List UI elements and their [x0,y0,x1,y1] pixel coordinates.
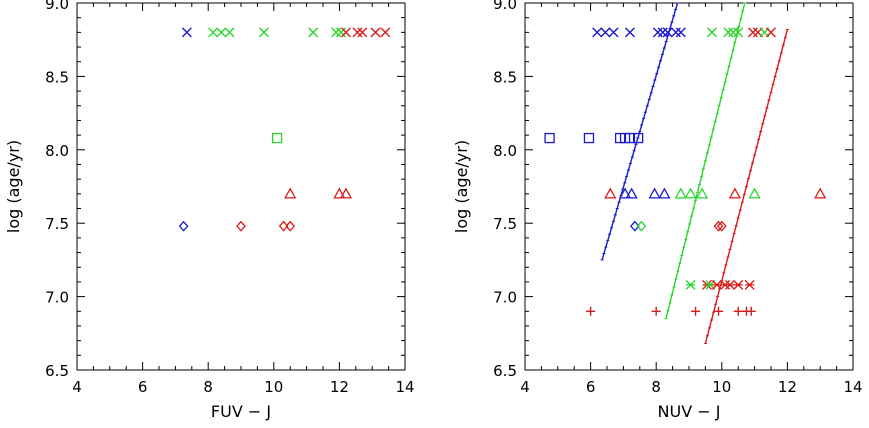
x-tick-label: 4 [520,378,530,396]
data-point-square [624,132,636,144]
data-point-x [728,27,739,38]
data-point-diamond [278,220,289,232]
data-point-x [723,27,734,38]
data-point-triangle [284,187,297,199]
data-point-asterisk [711,279,722,290]
data-point-x [706,27,717,38]
data-point-triangle [684,187,697,199]
data-point-x [352,27,363,38]
data-point-plus [651,306,661,316]
data-point-triangle [625,187,638,199]
data-point-square [271,132,283,144]
data-point-triangle [658,187,671,199]
y-tick-label: 7.0 [493,289,517,307]
x-tick-label: 4 [72,378,82,396]
x-tick-label: 6 [138,378,148,396]
nuv-panel: 4 6 8 10 12 14 6.5 7.0 7.5 8.0 8.5 9.0 NUV − J log (a… [452,0,863,421]
data-point-plus [733,306,743,316]
data-point-triangle [696,187,709,199]
data-point-triangle [618,187,632,199]
data-point-triangle [333,187,346,199]
data-point-x [331,27,342,38]
data-point-triangle [674,187,687,199]
data-point-x [608,27,619,38]
data-point-triangle [604,187,617,199]
data-point-x [340,27,351,38]
x-tick-label: 8 [203,378,213,396]
data-point-asterisk [685,279,696,290]
data-point-x [670,27,681,38]
data-point-x [592,27,603,38]
y-tick-label: 7.5 [45,215,69,233]
x-axis-label: FUV − J [211,402,271,421]
data-point-x [224,27,235,38]
data-point-asterisk [725,279,735,290]
data-point-diamond [630,220,640,232]
data-point-triangle [814,187,827,199]
data-point-triangle [728,187,742,199]
plot-frame [76,2,406,371]
x-tick-label: 8 [651,378,661,396]
y-tick-label: 8.5 [493,68,517,86]
x-tick-label: 14 [395,378,414,396]
data-point-square [633,132,644,144]
y-axis-label: log (age/yr) [452,140,471,233]
data-point-square [583,132,595,144]
y-tick-label: 7.5 [493,215,517,233]
data-point-triangle [339,187,353,199]
data-point-diamond [178,220,189,232]
data-point-x [336,27,347,38]
data-point-x [208,27,219,38]
y-tick-label: 6.5 [493,362,517,380]
data-point-x [652,27,663,38]
data-point-x [380,27,391,38]
data-point-plus [714,306,724,316]
data-point-x [370,27,381,38]
y-tick-label: 9.0 [45,0,69,13]
data-point-asterisk [744,279,755,290]
x-tick-label: 10 [712,378,731,396]
data-point-diamond [713,220,724,232]
data-point-x [657,27,668,38]
data-point-triangle [748,187,761,199]
data-point-diamond [636,220,647,232]
x-tick-label: 12 [778,378,797,396]
data-point-square [544,132,555,144]
data-point-plus [746,306,756,316]
y-axis-label: log (age/yr) [4,140,23,233]
data-point-x [675,27,686,38]
data-point-x [747,27,758,38]
data-point-x [766,27,776,38]
data-point-plus [691,306,701,316]
data-point-x [733,27,744,38]
data-point-x [600,27,611,38]
x-axis-label: NUV − J [658,402,721,421]
x-tick-label: 12 [330,378,349,396]
y-tick-label: 8.5 [45,68,69,86]
data-point-diamond [236,220,246,232]
y-tick-label: 8.0 [45,142,69,160]
data-point-x [181,27,192,38]
data-point-x [662,27,673,38]
data-point-x [258,27,269,38]
plot-frame [524,2,854,371]
y-tick-label: 9.0 [493,0,517,13]
data-point-x [216,27,227,38]
x-tick-label: 10 [264,378,283,396]
data-point-triangle [648,187,661,199]
y-tick-label: 6.5 [45,362,69,380]
data-point-x [308,27,319,38]
data-point-x [357,27,368,38]
fuv-panel: 4 6 8 10 12 14 6.5 7.0 7.5 8.0 8.5 9.0 FUV − J log (a… [4,0,415,421]
data-point-diamond [716,220,727,232]
data-point-diamond [285,220,296,232]
data-point-x [624,27,635,38]
data-point-asterisk [733,279,744,290]
y-tick-label: 7.0 [45,289,69,307]
x-tick-label: 14 [843,378,862,396]
data-point-plus [586,306,596,316]
y-tick-label: 8.0 [493,142,517,160]
x-tick-label: 6 [586,378,596,396]
